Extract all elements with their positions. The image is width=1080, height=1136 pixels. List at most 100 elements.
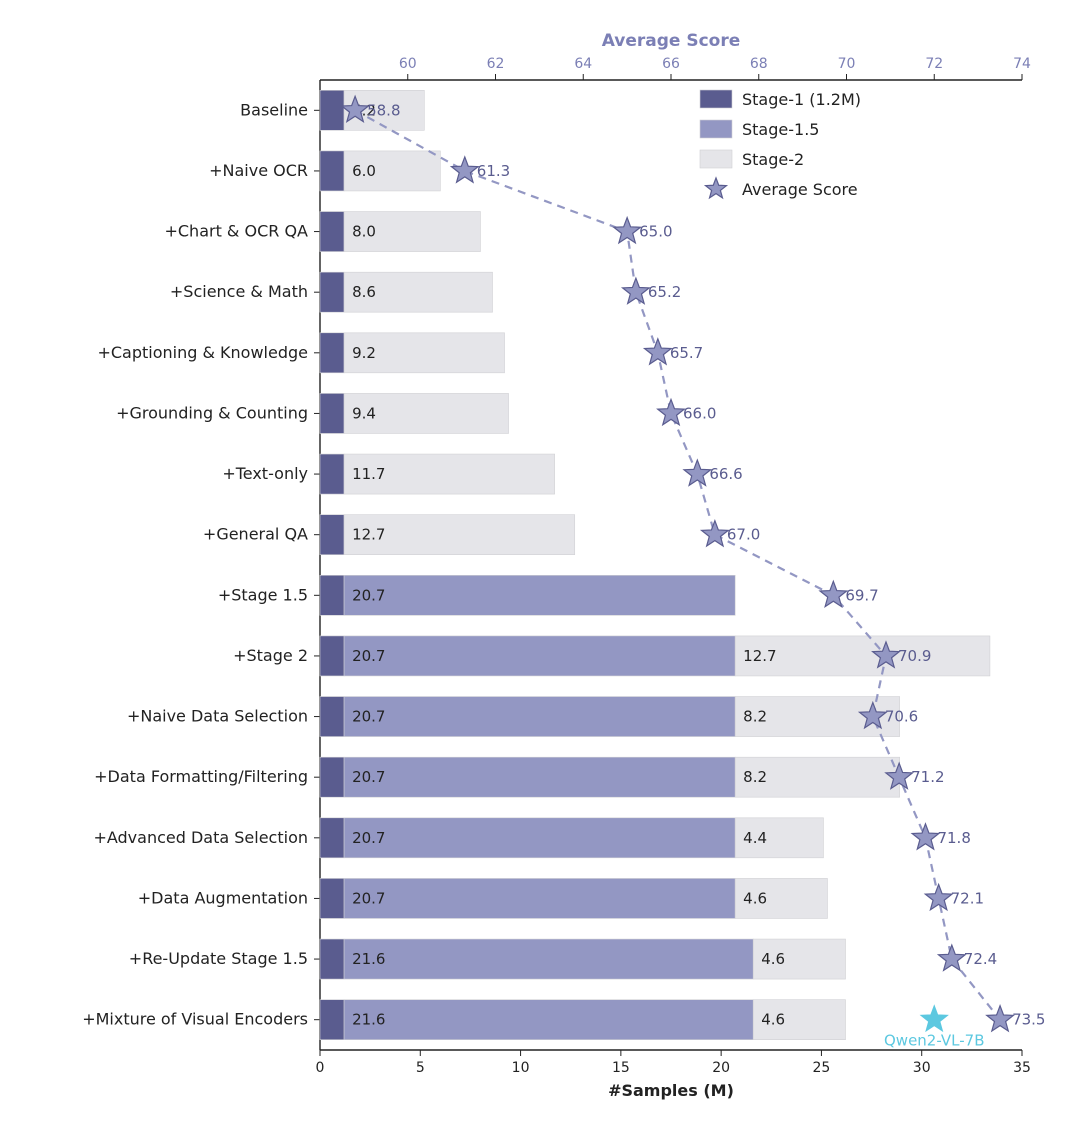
bar-value-label: 4.4	[743, 829, 767, 847]
bar-segment	[320, 212, 344, 252]
bar-segment	[320, 1000, 344, 1040]
svg-text:68: 68	[750, 56, 768, 72]
legend-label: Average Score	[742, 180, 858, 199]
bar-value-label: 20.7	[352, 708, 385, 726]
bar-value-label: 4.6	[761, 950, 785, 968]
score-label: 67.0	[727, 526, 760, 544]
category-label: +General QA	[203, 525, 308, 544]
score-label: 72.1	[951, 889, 984, 907]
bar-segment	[320, 454, 344, 494]
bar-segment	[320, 90, 344, 130]
category-label: +Data Formatting/Filtering	[94, 767, 308, 786]
bar-segment	[320, 636, 344, 676]
score-label: 73.5	[1012, 1011, 1045, 1029]
bar-value-label: 20.7	[352, 647, 385, 665]
legend-label: Stage-1 (1.2M)	[742, 90, 861, 109]
score-label: 58.8	[367, 101, 400, 119]
score-label: 66.6	[709, 465, 742, 483]
svg-text:72: 72	[925, 56, 943, 72]
legend-label: Stage-2	[742, 150, 804, 169]
category-label: +Data Augmentation	[138, 888, 308, 907]
bar-segment	[344, 818, 735, 858]
score-label: 71.2	[911, 768, 944, 786]
svg-text:5: 5	[416, 1060, 425, 1076]
category-label: +Science & Math	[170, 282, 308, 301]
score-label: 70.6	[885, 708, 918, 726]
bar-segment	[320, 939, 344, 979]
svg-text:10: 10	[512, 1060, 530, 1076]
svg-text:60: 60	[399, 56, 417, 72]
bar-segment	[344, 1000, 753, 1040]
bar-value-label: 4.6	[743, 889, 767, 907]
bar-value-label: 9.2	[352, 344, 376, 362]
x-axis-bottom-label: #Samples (M)	[608, 1081, 734, 1100]
category-label: +Naive OCR	[209, 161, 308, 180]
x-axis-top-label: Average Score	[602, 31, 741, 51]
category-label: +Stage 1.5	[218, 585, 308, 604]
score-label: 69.7	[845, 586, 878, 604]
score-label: 65.2	[648, 283, 681, 301]
bar-segment	[320, 575, 344, 615]
category-label: +Re-Update Stage 1.5	[129, 949, 308, 968]
chart-container: 05101520253035#Samples (M)60626466687072…	[0, 0, 1080, 1136]
svg-text:66: 66	[662, 56, 680, 72]
svg-text:64: 64	[574, 56, 592, 72]
svg-text:62: 62	[487, 56, 505, 72]
bar-value-label: 12.7	[743, 647, 776, 665]
bar-value-label: 11.7	[352, 465, 385, 483]
category-label: Baseline	[240, 100, 308, 119]
bar-value-label: 9.4	[352, 404, 376, 422]
chart-svg: 05101520253035#Samples (M)60626466687072…	[0, 0, 1080, 1136]
score-label: 72.4	[964, 950, 997, 968]
category-label: +Stage 2	[233, 646, 308, 665]
bar-segment	[320, 333, 344, 373]
svg-text:74: 74	[1013, 56, 1031, 72]
bar-segment	[344, 878, 735, 918]
bar-segment	[344, 575, 735, 615]
category-label: +Mixture of Visual Encoders	[82, 1010, 308, 1029]
bar-segment	[320, 393, 344, 433]
category-label: +Naive Data Selection	[127, 707, 308, 726]
legend-label: Stage-1.5	[742, 120, 819, 139]
category-label: +Grounding & Counting	[116, 403, 308, 422]
bar-segment	[320, 151, 344, 191]
qwen-label: Qwen2-VL-7B	[884, 1032, 985, 1050]
bar-value-label: 12.7	[352, 526, 385, 544]
bar-value-label: 4.6	[761, 1011, 785, 1029]
bar-value-label: 21.6	[352, 950, 385, 968]
svg-text:70: 70	[838, 56, 856, 72]
bar-value-label: 8.2	[743, 768, 767, 786]
category-label: +Advanced Data Selection	[93, 828, 308, 847]
bar-segment	[320, 757, 344, 797]
svg-text:15: 15	[612, 1060, 630, 1076]
category-label: +Chart & OCR QA	[164, 222, 308, 241]
bar-segment	[344, 757, 735, 797]
svg-text:0: 0	[316, 1060, 325, 1076]
bar-value-label: 20.7	[352, 829, 385, 847]
score-label: 71.8	[937, 829, 970, 847]
category-label: +Text-only	[222, 464, 308, 483]
bar-value-label: 8.2	[743, 708, 767, 726]
svg-text:20: 20	[712, 1060, 730, 1076]
bar-value-label: 8.6	[352, 283, 376, 301]
score-label: 66.0	[683, 404, 716, 422]
bar-segment	[320, 878, 344, 918]
bar-value-label: 6.0	[352, 162, 376, 180]
bar-value-label: 21.6	[352, 1011, 385, 1029]
bar-segment	[320, 515, 344, 555]
score-label: 70.9	[898, 647, 931, 665]
bar-segment	[344, 939, 753, 979]
bar-value-label: 20.7	[352, 768, 385, 786]
bar-segment	[344, 636, 735, 676]
bar-segment	[320, 697, 344, 737]
svg-text:30: 30	[913, 1060, 931, 1076]
bar-value-label: 20.7	[352, 586, 385, 604]
svg-text:25: 25	[813, 1060, 831, 1076]
bar-segment	[320, 272, 344, 312]
bar-value-label: 20.7	[352, 889, 385, 907]
bar-segment	[344, 697, 735, 737]
category-label: +Captioning & Knowledge	[97, 343, 308, 362]
score-label: 61.3	[477, 162, 510, 180]
bar-value-label: 8.0	[352, 223, 376, 241]
score-label: 65.7	[670, 344, 703, 362]
